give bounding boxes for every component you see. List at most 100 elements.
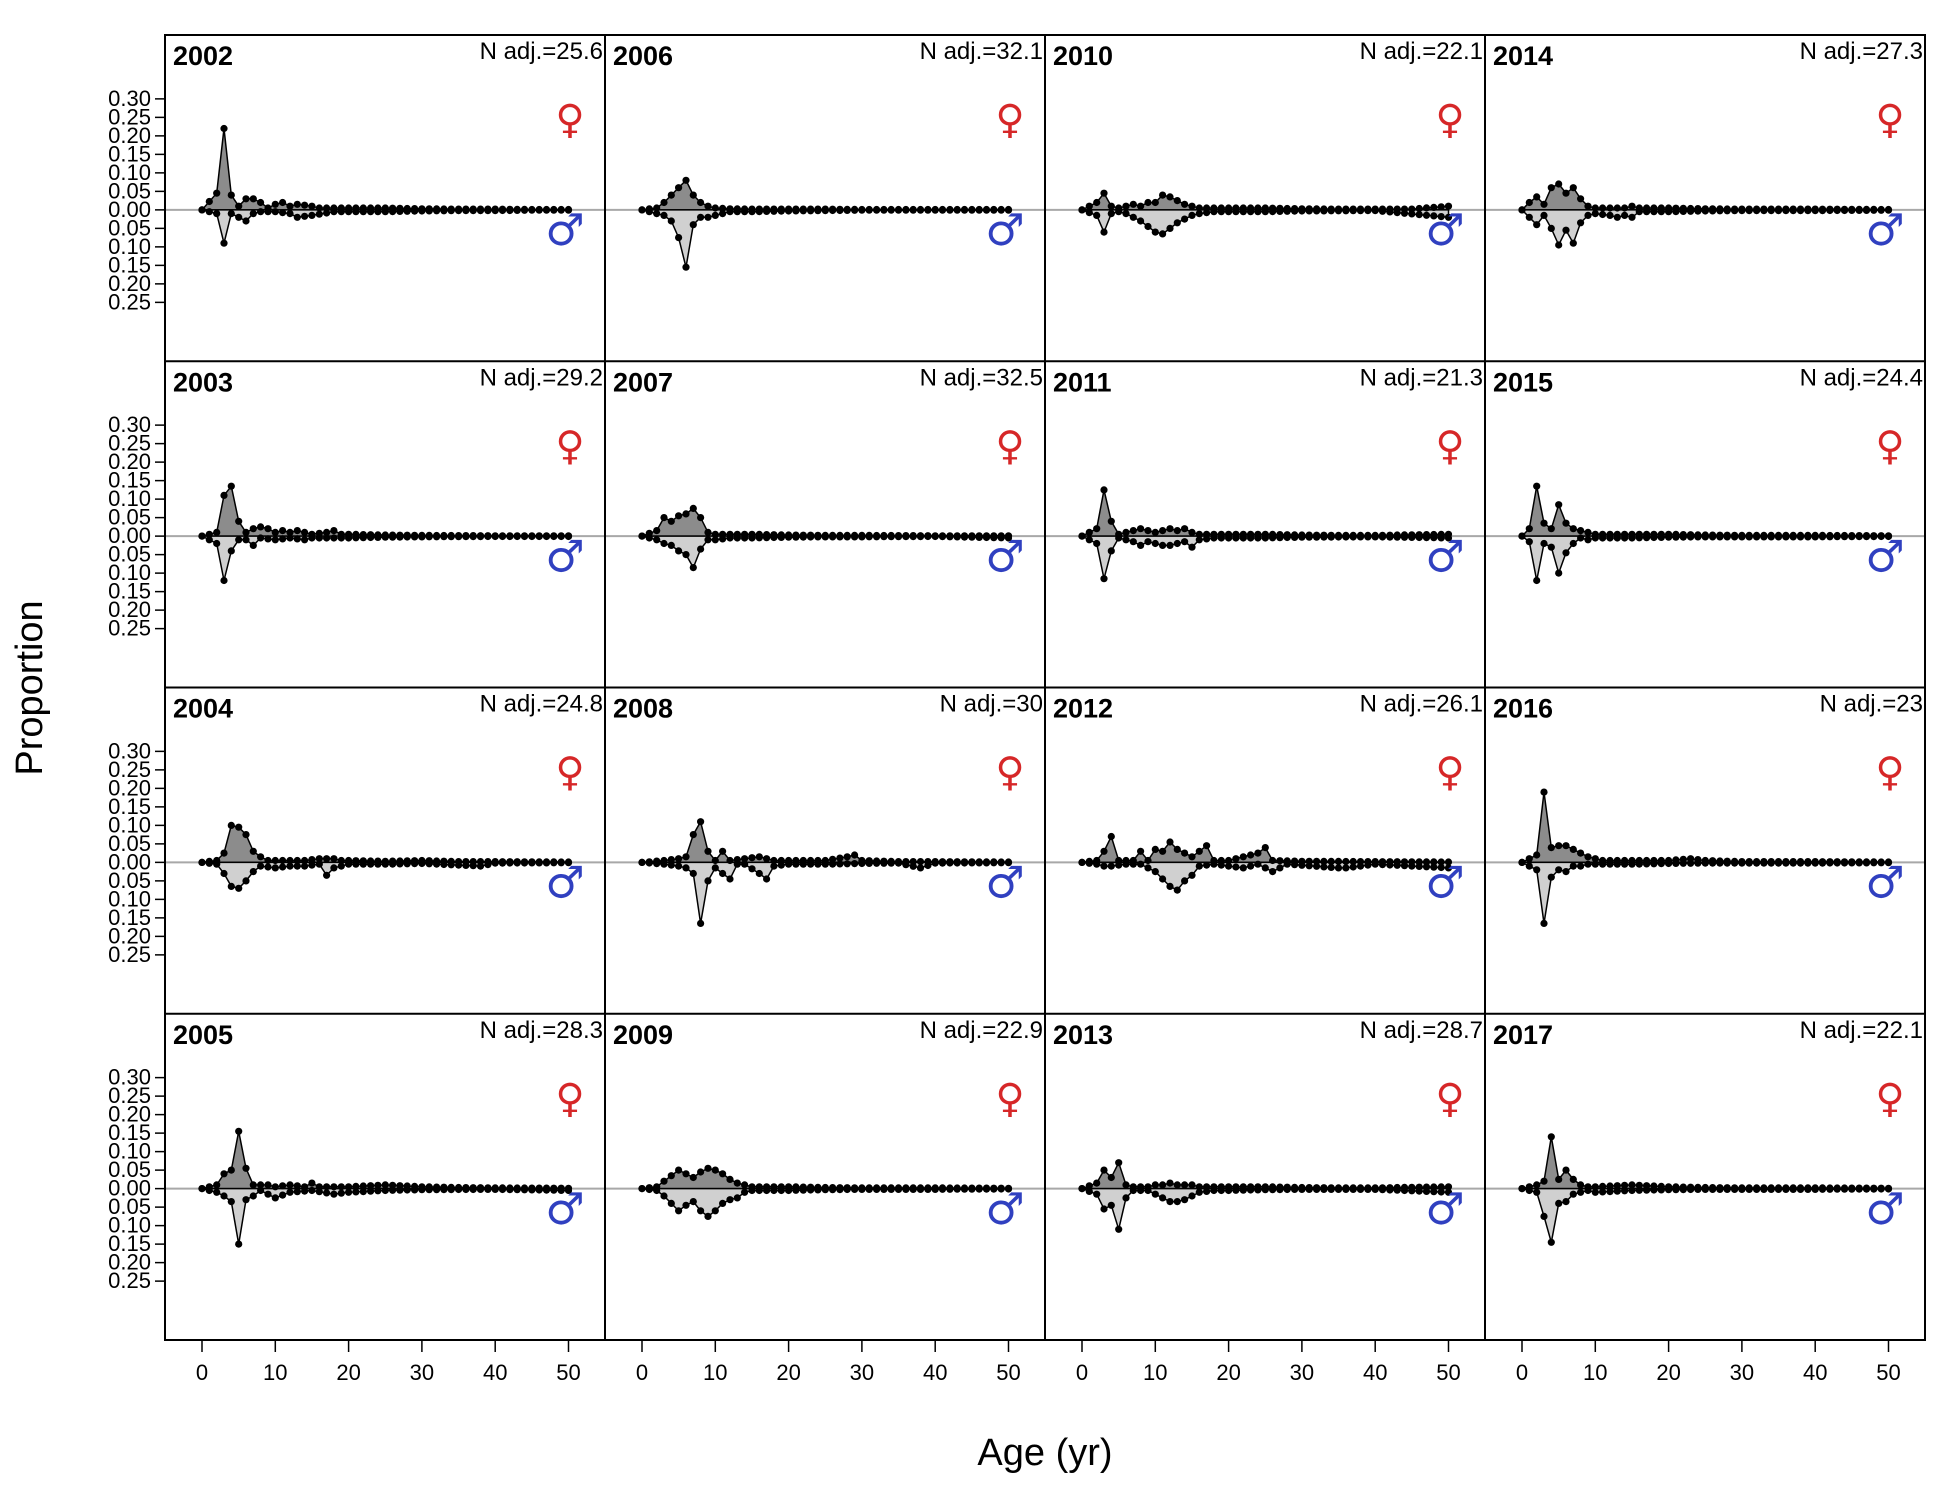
male-point — [1217, 534, 1225, 542]
male-point — [770, 1186, 778, 1195]
male-point — [1767, 207, 1775, 215]
male-point — [1151, 539, 1159, 548]
female-point — [1122, 202, 1130, 210]
male-point — [1247, 208, 1255, 216]
male-area-2008 — [641, 861, 1010, 924]
male-point — [1115, 534, 1123, 542]
male-point — [1276, 1186, 1284, 1194]
male-point — [1291, 1185, 1299, 1193]
female-point — [235, 202, 243, 210]
female-point — [711, 856, 719, 865]
female-point — [330, 1183, 338, 1191]
female-point — [1577, 527, 1585, 535]
male-point — [440, 1186, 448, 1194]
male-point — [1173, 219, 1181, 227]
female-point — [308, 1179, 316, 1187]
panel-nadj-label: N adj.=27.3 — [1800, 38, 1923, 65]
male-point — [1217, 208, 1225, 216]
male-symbol-icon: ♂ — [545, 858, 584, 909]
female-symbol-icon: ♀ — [1435, 97, 1464, 143]
panel-nadj-label: N adj.=32.5 — [920, 364, 1043, 391]
female-point — [1628, 202, 1636, 210]
x-tick-label: 40 — [483, 1360, 507, 1385]
male-point — [931, 532, 939, 541]
male-point — [733, 208, 741, 216]
female-point — [1569, 1175, 1577, 1183]
male-point — [1525, 213, 1533, 221]
panel-2005: 2005 N adj.=28.3 ♀ ♂ — [165, 1017, 605, 1248]
female-symbol-icon: ♀ — [1435, 750, 1464, 796]
male-point — [257, 208, 265, 216]
male-point — [1745, 533, 1753, 541]
female-point — [1342, 857, 1350, 866]
male-point — [1694, 207, 1702, 215]
female-point — [1261, 844, 1269, 852]
male-point — [1444, 864, 1453, 872]
male-point — [1723, 533, 1731, 541]
male-point — [902, 206, 910, 214]
male-point — [418, 859, 426, 868]
male-point — [1305, 1185, 1313, 1193]
male-point — [249, 210, 257, 218]
male-point — [887, 859, 895, 867]
male-point — [1731, 533, 1739, 541]
male-point — [1599, 534, 1607, 542]
female-point — [1606, 1182, 1614, 1190]
male-point — [880, 1185, 888, 1193]
female-point — [1599, 1182, 1607, 1190]
male-point — [726, 1196, 734, 1204]
male-point — [1254, 208, 1262, 216]
male-point — [520, 532, 529, 541]
male-point — [1225, 208, 1233, 216]
male-point — [1643, 1186, 1651, 1194]
y-axis-title: Proportion — [9, 600, 51, 775]
female-point — [293, 856, 301, 865]
male-point — [1533, 866, 1541, 874]
female-point — [286, 202, 294, 210]
female-point — [1181, 1181, 1189, 1189]
male-point — [1004, 1185, 1013, 1193]
male-point — [1137, 541, 1145, 550]
male-point — [286, 862, 294, 870]
male-point — [1577, 862, 1585, 870]
male-point — [975, 859, 983, 867]
female-point — [1533, 193, 1541, 201]
male-point — [1195, 862, 1203, 870]
male-point — [946, 206, 954, 214]
male-point — [946, 1185, 954, 1193]
female-point — [264, 1181, 272, 1189]
male-point — [1643, 860, 1651, 868]
female-symbol-icon: ♀ — [555, 750, 584, 796]
male-point — [242, 536, 250, 544]
male-point — [520, 1186, 529, 1194]
female-point — [1181, 849, 1189, 857]
male-point — [1753, 1185, 1761, 1193]
male-point — [1217, 861, 1225, 869]
male-point — [704, 877, 712, 885]
male-point — [1701, 533, 1709, 541]
male-point — [1635, 208, 1643, 216]
male-point — [359, 534, 367, 542]
male-point — [1269, 534, 1277, 542]
x-tick-label: 30 — [850, 1360, 874, 1385]
x-tick-label: 50 — [996, 1360, 1020, 1385]
male-point — [1709, 533, 1717, 541]
male-point — [1254, 860, 1262, 868]
male-point — [902, 1185, 910, 1193]
male-point — [1181, 1196, 1189, 1204]
female-point — [1173, 527, 1181, 535]
male-point — [1606, 211, 1614, 219]
male-point — [997, 859, 1005, 867]
male-point — [807, 207, 815, 215]
female-point — [1422, 204, 1431, 212]
y-tick-label: 0.20 — [108, 597, 151, 622]
y-tick-label: 0.30 — [108, 1065, 151, 1090]
y-tick-label: 0.25 — [108, 757, 151, 782]
female-symbol-icon: ♀ — [555, 423, 584, 469]
male-point — [1774, 1185, 1783, 1193]
female-symbol-icon: ♀ — [555, 97, 584, 143]
male-point — [1269, 1186, 1277, 1194]
male-point — [1364, 861, 1372, 869]
female-point — [1606, 204, 1614, 212]
female-point — [675, 512, 683, 520]
